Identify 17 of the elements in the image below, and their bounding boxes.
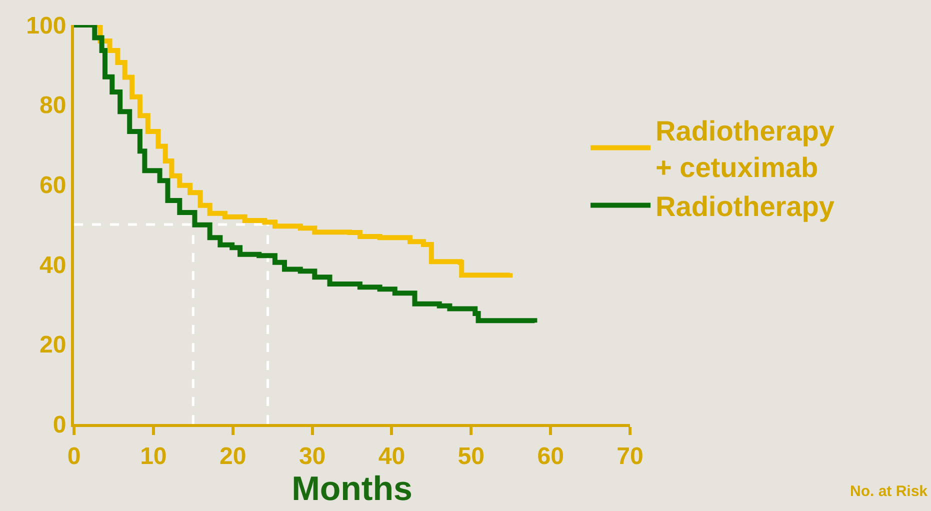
y-tick-label: 20 [39,332,66,359]
x-tick-label: 30 [298,442,326,470]
x-tick-label: 40 [378,442,406,470]
x-tick-label: 60 [537,442,564,470]
x-axis-title: Months [292,470,412,508]
legend-label: Radiotherapy + cetuximab [656,115,835,183]
y-tick-label: 80 [39,92,66,120]
legend-label: Radiotherapy [656,191,835,222]
y-tick-label: 100 [26,12,66,40]
x-tick-label: 70 [616,442,644,470]
y-tick-label: 0 [52,411,66,438]
x-tick-label: 50 [458,442,484,470]
y-tick-label: 60 [39,172,66,199]
x-tick-label: 10 [140,442,167,470]
text: No. at Risk [850,483,928,500]
x-tick-label: 20 [220,442,246,470]
y-tick-label: 40 [39,252,66,279]
